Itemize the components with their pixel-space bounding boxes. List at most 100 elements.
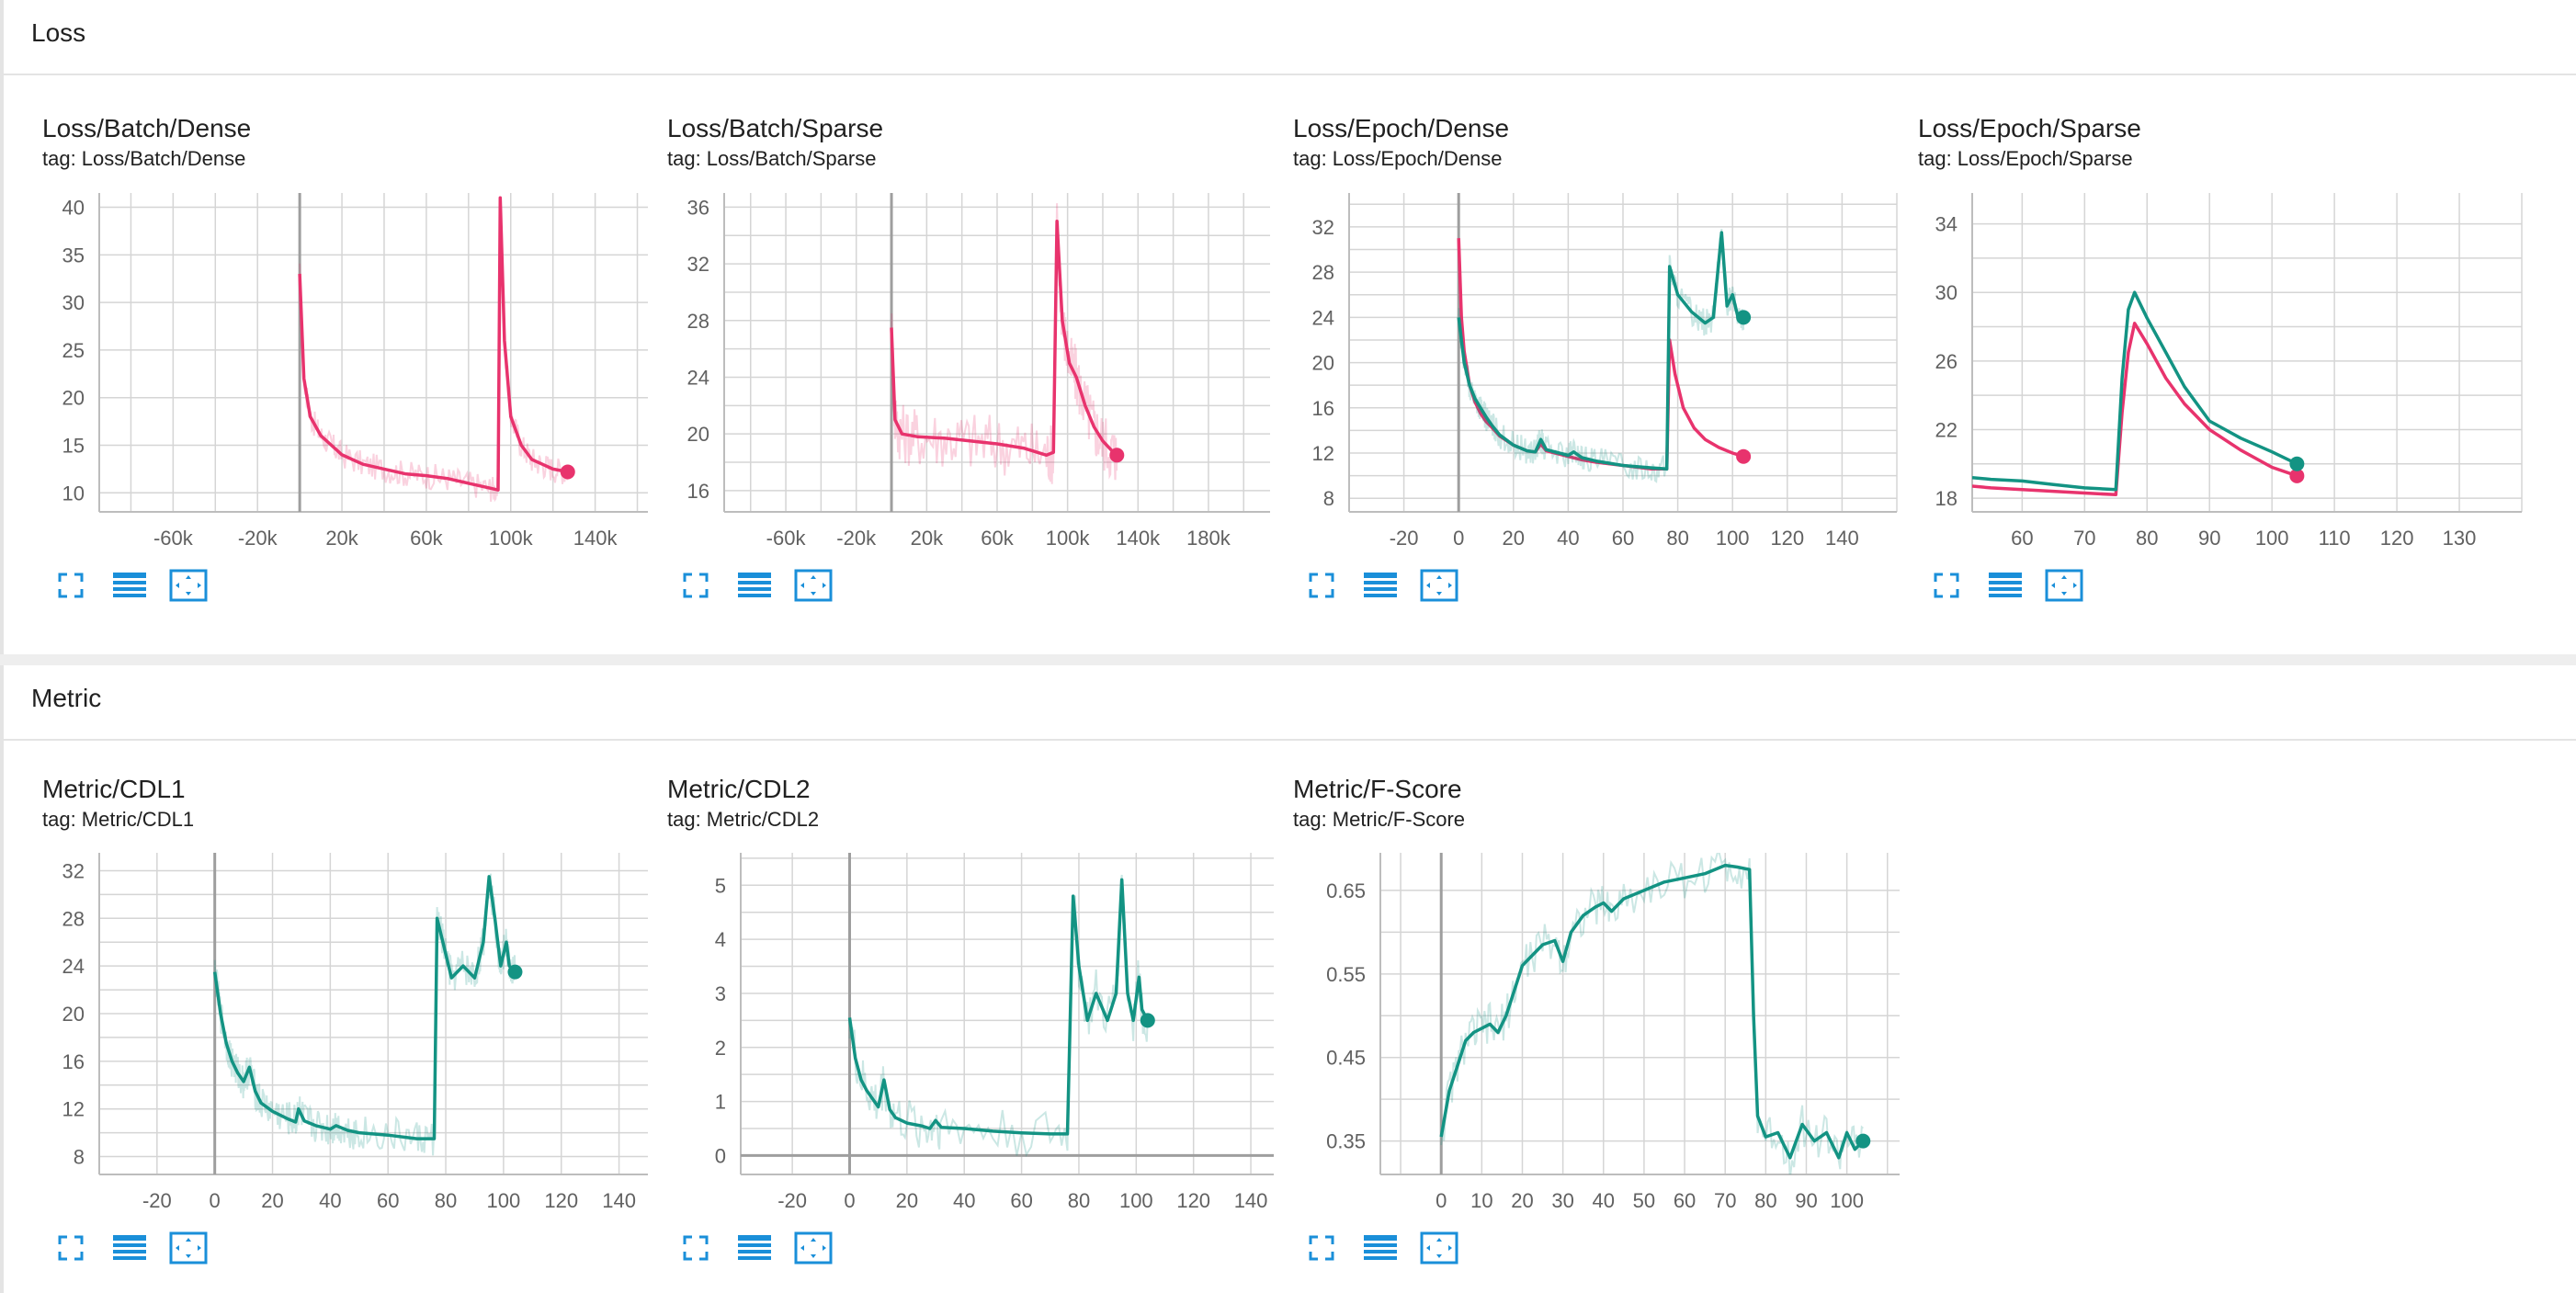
- fit-domain-icon: [794, 1231, 833, 1269]
- expand-icon: [1932, 571, 1961, 605]
- chart-toolbar: [51, 567, 209, 607]
- expand-icon: [1307, 571, 1336, 605]
- chart-card: Loss/Batch/Sparse tag: Loss/Batch/Sparse: [667, 114, 1274, 382]
- section-title: Loss: [31, 18, 86, 47]
- fit-domain-button[interactable]: [168, 567, 209, 607]
- series-endpoint: [1736, 448, 1752, 464]
- x-tick-label: 40: [953, 1189, 975, 1212]
- data-table-button[interactable]: [1360, 1230, 1401, 1270]
- x-tick-label: 30: [1551, 1189, 1573, 1212]
- data-table-icon: [737, 572, 772, 604]
- x-tick-label: -60k: [766, 527, 807, 550]
- chart-title: Loss/Batch/Dense: [42, 114, 252, 142]
- y-tick-label: 18: [1935, 487, 1958, 510]
- expand-icon: [1307, 1233, 1336, 1267]
- fit-domain-button[interactable]: [168, 1230, 209, 1270]
- fit-domain-icon: [794, 569, 833, 607]
- y-tick-label: 10: [62, 482, 85, 505]
- x-tick-label: 120: [2380, 527, 2414, 550]
- chart-card: Metric/CDL1 tag: Metric/CDL1: [42, 775, 649, 1043]
- x-tick-label: 20: [896, 1189, 918, 1212]
- expand-button[interactable]: [1301, 1230, 1342, 1270]
- data-table-button[interactable]: [1360, 567, 1401, 607]
- y-tick-label: 16: [1312, 397, 1334, 420]
- chart-tag: tag: Metric/CDL1: [42, 808, 195, 831]
- data-table-button[interactable]: [734, 567, 775, 607]
- x-tick-label: 100: [2255, 527, 2289, 550]
- x-tick-label: 70: [1714, 1189, 1736, 1212]
- x-tick-label: -20: [777, 1189, 807, 1212]
- x-tick-label: 140: [1234, 1189, 1268, 1212]
- data-table-button[interactable]: [109, 1230, 150, 1270]
- section-header-loss[interactable]: Loss: [0, 0, 2576, 75]
- data-table-icon: [1363, 572, 1398, 604]
- x-tick-label: 20: [1511, 1189, 1533, 1212]
- section-header-metric[interactable]: Metric: [0, 665, 2576, 741]
- x-tick-label: 70: [2073, 527, 2095, 550]
- chart-title: Metric/CDL2: [667, 775, 811, 803]
- chart-tag: tag: Metric/CDL2: [667, 808, 820, 831]
- chart-card: Loss/Batch/Dense tag: Loss/Batch/Dense: [42, 114, 649, 382]
- x-tick-label: 90: [2198, 527, 2220, 550]
- chart-title: Metric/CDL1: [42, 775, 186, 803]
- data-table-button[interactable]: [109, 567, 150, 607]
- expand-button[interactable]: [1926, 567, 1967, 607]
- x-tick-label: 40: [1593, 1189, 1615, 1212]
- chart-toolbar: [1301, 1230, 1459, 1270]
- chart-tag: tag: Loss/Epoch/Dense: [1293, 147, 1503, 170]
- fit-domain-button[interactable]: [793, 1230, 834, 1270]
- chart-toolbar: [1301, 567, 1459, 607]
- data-table-button[interactable]: [1985, 567, 2026, 607]
- y-tick-label: 16: [62, 1050, 85, 1073]
- x-tick-label: -20: [1390, 527, 1419, 550]
- y-tick-label: 0.45: [1326, 1047, 1366, 1070]
- x-tick-label: 80: [1754, 1189, 1776, 1212]
- y-tick-label: 0: [715, 1144, 726, 1167]
- data-table-icon: [1988, 572, 2023, 604]
- expand-button[interactable]: [675, 567, 716, 607]
- x-tick-label: 40: [1557, 527, 1579, 550]
- series-endpoint: [2289, 456, 2305, 471]
- chart-tag: tag: Loss/Batch/Dense: [42, 147, 246, 170]
- x-tick-label: 100k: [489, 527, 534, 550]
- x-tick-label: 60: [1612, 527, 1634, 550]
- expand-button[interactable]: [675, 1230, 716, 1270]
- fit-domain-button[interactable]: [1419, 1230, 1459, 1270]
- fit-domain-icon: [1420, 1231, 1458, 1269]
- x-tick-label: 100k: [1046, 527, 1091, 550]
- x-tick-label: 60k: [410, 527, 443, 550]
- data-table-icon: [1363, 1234, 1398, 1266]
- expand-icon: [681, 571, 710, 605]
- expand-icon: [681, 1233, 710, 1267]
- data-table-button[interactable]: [734, 1230, 775, 1270]
- expand-button[interactable]: [51, 567, 91, 607]
- series-endpoint: [1855, 1133, 1871, 1149]
- chart-tag: tag: Metric/F-Score: [1293, 808, 1466, 831]
- x-tick-label: 120: [1770, 527, 1804, 550]
- fit-domain-icon: [2045, 569, 2083, 607]
- y-tick-label: 12: [1312, 442, 1334, 465]
- chart-card: Metric/F-Score tag: Metric/F-Score: [1293, 775, 1900, 1043]
- chart-toolbar: [675, 567, 834, 607]
- expand-button[interactable]: [51, 1230, 91, 1270]
- x-tick-label: 50: [1633, 1189, 1655, 1212]
- x-tick-label: 140: [1825, 527, 1859, 550]
- chart-toolbar: [1926, 567, 2084, 607]
- fit-domain-button[interactable]: [793, 567, 834, 607]
- y-tick-label: 8: [74, 1146, 85, 1169]
- series-endpoint: [560, 464, 575, 480]
- y-tick-label: 15: [62, 434, 85, 457]
- fit-domain-button[interactable]: [2044, 567, 2084, 607]
- fit-domain-icon: [1420, 569, 1458, 607]
- series-endpoint: [1109, 448, 1125, 463]
- x-tick-label: -20k: [238, 527, 278, 550]
- chart-title: Loss/Batch/Sparse: [667, 114, 884, 142]
- fit-domain-button[interactable]: [1419, 567, 1459, 607]
- expand-button[interactable]: [1301, 567, 1342, 607]
- x-tick-label: 60: [1674, 1189, 1696, 1212]
- x-tick-label: 10: [1470, 1189, 1492, 1212]
- x-tick-label: 20k: [911, 527, 944, 550]
- expand-icon: [56, 1233, 85, 1267]
- chart-card: Loss/Epoch/Dense tag: Loss/Epoch/Dense: [1293, 114, 1900, 382]
- x-tick-label: 0: [844, 1189, 855, 1212]
